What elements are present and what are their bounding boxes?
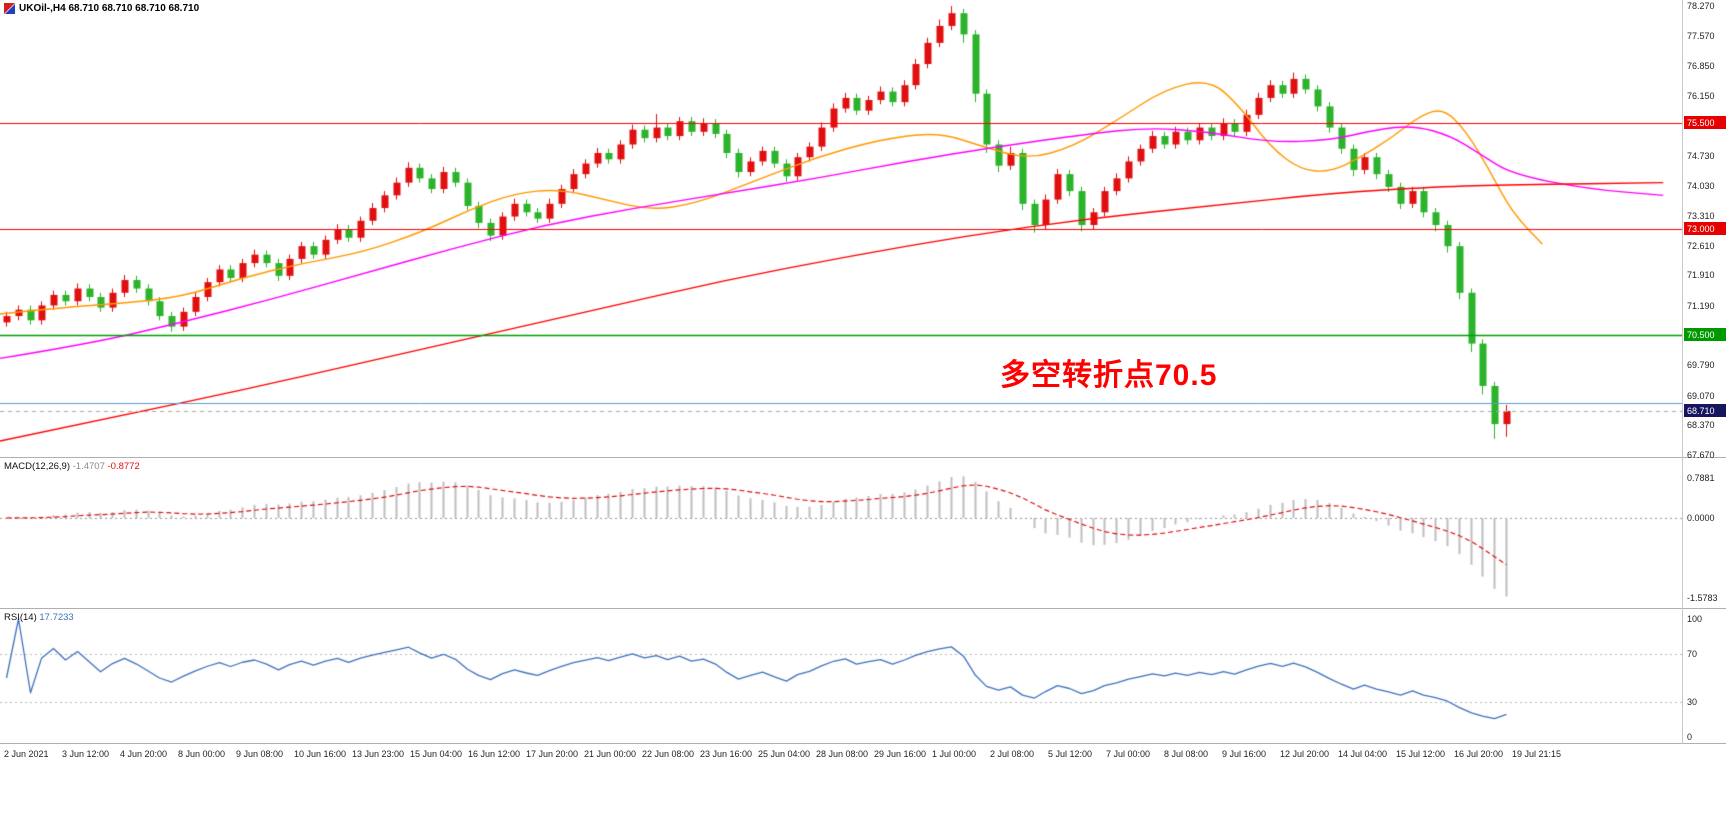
rsi-axis-label: 30: [1687, 696, 1698, 707]
time-axis-label: 8 Jul 08:00: [1164, 749, 1209, 759]
symbol-info-text: UKOil-,H4 68.710 68.710 68.710 68.710: [19, 3, 200, 14]
price-axis-label: 76.850: [1687, 61, 1715, 72]
rsi-name: RSI(14): [4, 612, 37, 623]
rsi-axis-label: 70: [1687, 649, 1698, 660]
main-chart-canvas[interactable]: [0, 0, 1682, 457]
time-axis-label: 15 Jun 04:00: [410, 749, 463, 759]
time-axis-label: 2 Jun 2021: [4, 749, 49, 759]
time-axis-label: 12 Jul 20:00: [1280, 749, 1330, 759]
price-axis-label: 71.910: [1687, 270, 1715, 281]
time-axis-label: 15 Jul 12:00: [1396, 749, 1446, 759]
price-axis-label: 72.610: [1687, 240, 1715, 251]
panel-splitter[interactable]: [0, 457, 1726, 458]
macd-indicator-label: MACD(12,26,9) -1.4707 -0.8772: [4, 461, 140, 472]
macd-axis-label: 0.7881: [1687, 473, 1715, 483]
rsi-value: 17.7233: [39, 612, 74, 623]
price-level-badge: 73.000: [1684, 222, 1726, 236]
price-level-badge: 75.500: [1684, 116, 1726, 130]
price-axis-label: 69.790: [1687, 360, 1715, 371]
rsi-axis-label: 100: [1687, 614, 1703, 624]
time-axis-label: 2 Jul 08:00: [990, 749, 1035, 759]
price-axis-label: 69.070: [1687, 390, 1715, 401]
time-axis-label: 17 Jun 20:00: [526, 749, 579, 759]
symbol-ohlc-info: UKOil-,H4 68.710 68.710 68.710 68.710: [4, 3, 199, 14]
time-axis-label: 13 Jun 23:00: [352, 749, 405, 759]
time-axis-label: 1 Jul 00:00: [932, 749, 977, 759]
macd-panel-canvas[interactable]: [0, 459, 1682, 608]
time-axis-label: 21 Jun 00:00: [584, 749, 637, 759]
price-level-badge: 70.500: [1684, 328, 1726, 342]
rsi-indicator-label: RSI(14) 17.7233: [4, 612, 74, 623]
time-axis-label: 3 Jun 12:00: [62, 749, 110, 759]
macd-axis-label: 0.0000: [1687, 512, 1715, 523]
price-axis-label: 68.370: [1687, 420, 1715, 431]
time-axis-label: 16 Jun 12:00: [468, 749, 521, 759]
price-axis-label: 76.150: [1687, 90, 1715, 101]
time-axis-label: 28 Jun 08:00: [816, 749, 869, 759]
time-axis-label: 16 Jul 20:00: [1454, 749, 1504, 759]
panel-splitter[interactable]: [0, 608, 1726, 609]
rsi-panel-canvas[interactable]: [0, 610, 1682, 743]
macd-main-value: -1.4707: [72, 461, 105, 472]
time-axis-label: 4 Jun 20:00: [120, 749, 168, 759]
time-axis-label: 8 Jun 00:00: [178, 749, 226, 759]
rsi-axis-label: 0: [1687, 732, 1693, 742]
price-axis-label: 74.030: [1687, 180, 1715, 191]
time-axis[interactable]: 2 Jun 2021 3 Jun 12:00 4 Jun 20:00 8 Jun 00…: [0, 744, 1682, 770]
price-axis-label: 71.190: [1687, 300, 1715, 311]
time-axis-label: 19 Jul 21:15: [1512, 749, 1562, 759]
macd-signal-value: -0.8772: [107, 461, 140, 472]
price-axis-label: 77.570: [1687, 30, 1715, 41]
panel-splitter[interactable]: [0, 743, 1726, 744]
time-axis-label: 22 Jun 08:00: [642, 749, 695, 759]
chart-annotation-text: 多空转折点70.5: [1000, 359, 1218, 392]
macd-name: MACD(12,26,9): [4, 461, 70, 472]
price-axis-label: 73.310: [1687, 211, 1715, 222]
price-axis-border: [1682, 0, 1683, 744]
time-axis-label: 10 Jun 16:00: [294, 749, 347, 759]
price-level-badge: 68.710: [1684, 403, 1726, 417]
broker-logo-icon: [4, 3, 15, 14]
macd-axis-label: -1.5783: [1687, 593, 1718, 603]
time-axis-label: 5 Jul 12:00: [1048, 749, 1093, 759]
time-axis-label: 9 Jun 08:00: [236, 749, 284, 759]
time-axis-label: 7 Jul 00:00: [1106, 749, 1151, 759]
time-axis-label: 14 Jul 04:00: [1338, 749, 1388, 759]
time-axis-label: 25 Jun 04:00: [758, 749, 811, 759]
time-axis-label: 9 Jul 16:00: [1222, 749, 1267, 759]
price-axis-label: 67.670: [1687, 450, 1715, 460]
time-axis-label: 29 Jun 16:00: [874, 749, 927, 759]
price-axis-label: 78.270: [1687, 1, 1715, 11]
time-axis-label: 23 Jun 16:00: [700, 749, 753, 759]
price-axis-label: 74.730: [1687, 150, 1715, 161]
